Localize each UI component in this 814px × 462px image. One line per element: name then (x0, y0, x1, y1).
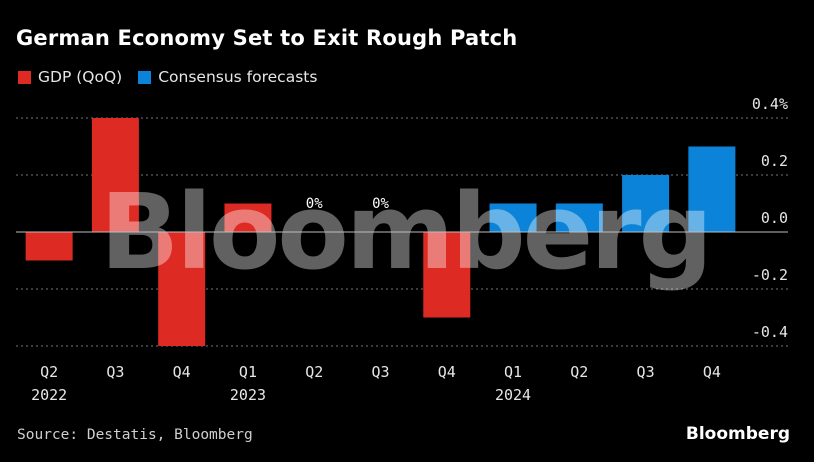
x-tick-label: Q2 (305, 363, 323, 381)
x-tick-label: Q1 (239, 363, 257, 381)
forecast-bar-9 (622, 175, 670, 232)
x-year-label: 2024 (495, 386, 531, 404)
gdp-bar-2 (158, 232, 206, 346)
x-tick-label: Q3 (637, 363, 655, 381)
x-tick-label: Q1 (504, 363, 522, 381)
forecast-bar-7 (489, 203, 537, 232)
gdp-bar-1 (91, 118, 139, 232)
forecast-bar-8 (555, 203, 603, 232)
legend-item-gdp: GDP (QoQ) (18, 68, 122, 86)
y-tick-label: 0.4% (752, 95, 788, 113)
data-label-5: 0% (372, 196, 389, 212)
x-tick-label: Q4 (703, 363, 721, 381)
x-tick-label: Q2 (570, 363, 588, 381)
legend-swatch-forecast (138, 70, 152, 84)
source-note: Source: Destatis, Bloomberg (17, 427, 253, 443)
x-tick-label: Q4 (173, 363, 191, 381)
legend-item-forecast: Consensus forecasts (138, 68, 317, 86)
legend-label-forecast: Consensus forecasts (158, 68, 318, 86)
label-layer: 0.4% 0.2 0.0 -0.2 -0.4 0% 0% Q2 2022 Q3 Q4 Q1 2023 Q2… (16, 95, 788, 404)
data-label-4: 0% (306, 196, 323, 212)
y-tick-label: 0.0 (761, 209, 788, 227)
x-year-label: 2022 (31, 386, 67, 404)
bar-layer (25, 118, 736, 346)
x-tick-label: Q3 (371, 363, 389, 381)
chart-title: German Economy Set to Exit Rough Patch (16, 26, 518, 50)
x-year-label: 2023 (230, 386, 266, 404)
x-tick-label: Q4 (438, 363, 456, 381)
legend-label-gdp: GDP (QoQ) (38, 68, 123, 86)
y-tick-label: 0.2 (761, 152, 788, 170)
legend: GDP (QoQ) Consensus forecasts (18, 68, 327, 86)
x-tick-label: Q3 (106, 363, 124, 381)
gdp-bar-6 (423, 232, 471, 318)
gdp-bar-3 (224, 203, 272, 232)
y-tick-label: -0.4 (752, 323, 788, 341)
gdp-bar-0 (25, 232, 73, 261)
x-tick-label: Q2 (40, 363, 58, 381)
bloomberg-logo: Bloomberg (685, 424, 790, 444)
legend-swatch-gdp (18, 70, 31, 84)
y-tick-label: -0.2 (752, 266, 788, 284)
forecast-bar-10 (688, 146, 736, 232)
